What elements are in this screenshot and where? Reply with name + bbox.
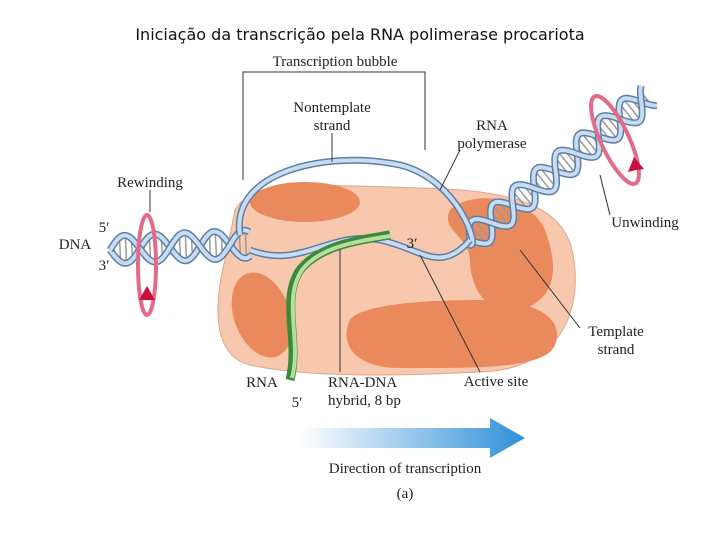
leader: [439, 149, 461, 191]
leader: [599, 174, 611, 216]
nontemplate-face: [237, 158, 475, 248]
rewinding-arrow: [136, 213, 158, 317]
bubble-bracket: [242, 71, 426, 180]
base-pair: [214, 231, 218, 260]
label: strand: [314, 118, 351, 134]
base-pair: [599, 117, 618, 140]
label: Template: [588, 324, 644, 340]
strand-face: [108, 229, 252, 266]
label: RNA: [246, 375, 278, 391]
base-pair: [491, 203, 511, 227]
base-pair: [534, 170, 553, 193]
label: 3′: [99, 258, 110, 274]
direction-arrow: [300, 418, 525, 458]
base-pair: [622, 98, 642, 121]
base-pair: [184, 232, 188, 261]
label: Nontemplate: [293, 100, 371, 116]
base-pair: [580, 132, 599, 155]
label: 5′: [99, 220, 110, 236]
label: Rewinding: [117, 175, 183, 191]
rna-highlight: [290, 234, 391, 379]
title: Iniciação da transcrição pela RNA polime…: [135, 25, 584, 44]
label: DNA: [59, 237, 92, 253]
label: Direction of transcription: [329, 461, 482, 477]
label: polymerase: [457, 136, 526, 152]
strand-face: [108, 228, 251, 265]
label: 3′: [407, 236, 418, 252]
label: hybrid, 8 bp: [328, 393, 401, 409]
label: strand: [598, 342, 635, 358]
label: Unwinding: [611, 215, 679, 231]
label: Transcription bubble: [273, 54, 398, 70]
label: RNA-DNA: [328, 375, 397, 391]
base-pair: [473, 218, 492, 241]
leader: [519, 249, 581, 329]
label: 5′: [292, 395, 303, 411]
base-pair: [244, 230, 248, 259]
base-pair: [124, 235, 128, 264]
base-pair: [515, 184, 534, 208]
label: Active site: [464, 374, 529, 390]
label: RNA: [476, 118, 508, 134]
label: (a): [397, 486, 414, 502]
unwinding-arrow: [589, 94, 644, 186]
leader: [419, 254, 481, 373]
base-pair: [557, 150, 576, 174]
